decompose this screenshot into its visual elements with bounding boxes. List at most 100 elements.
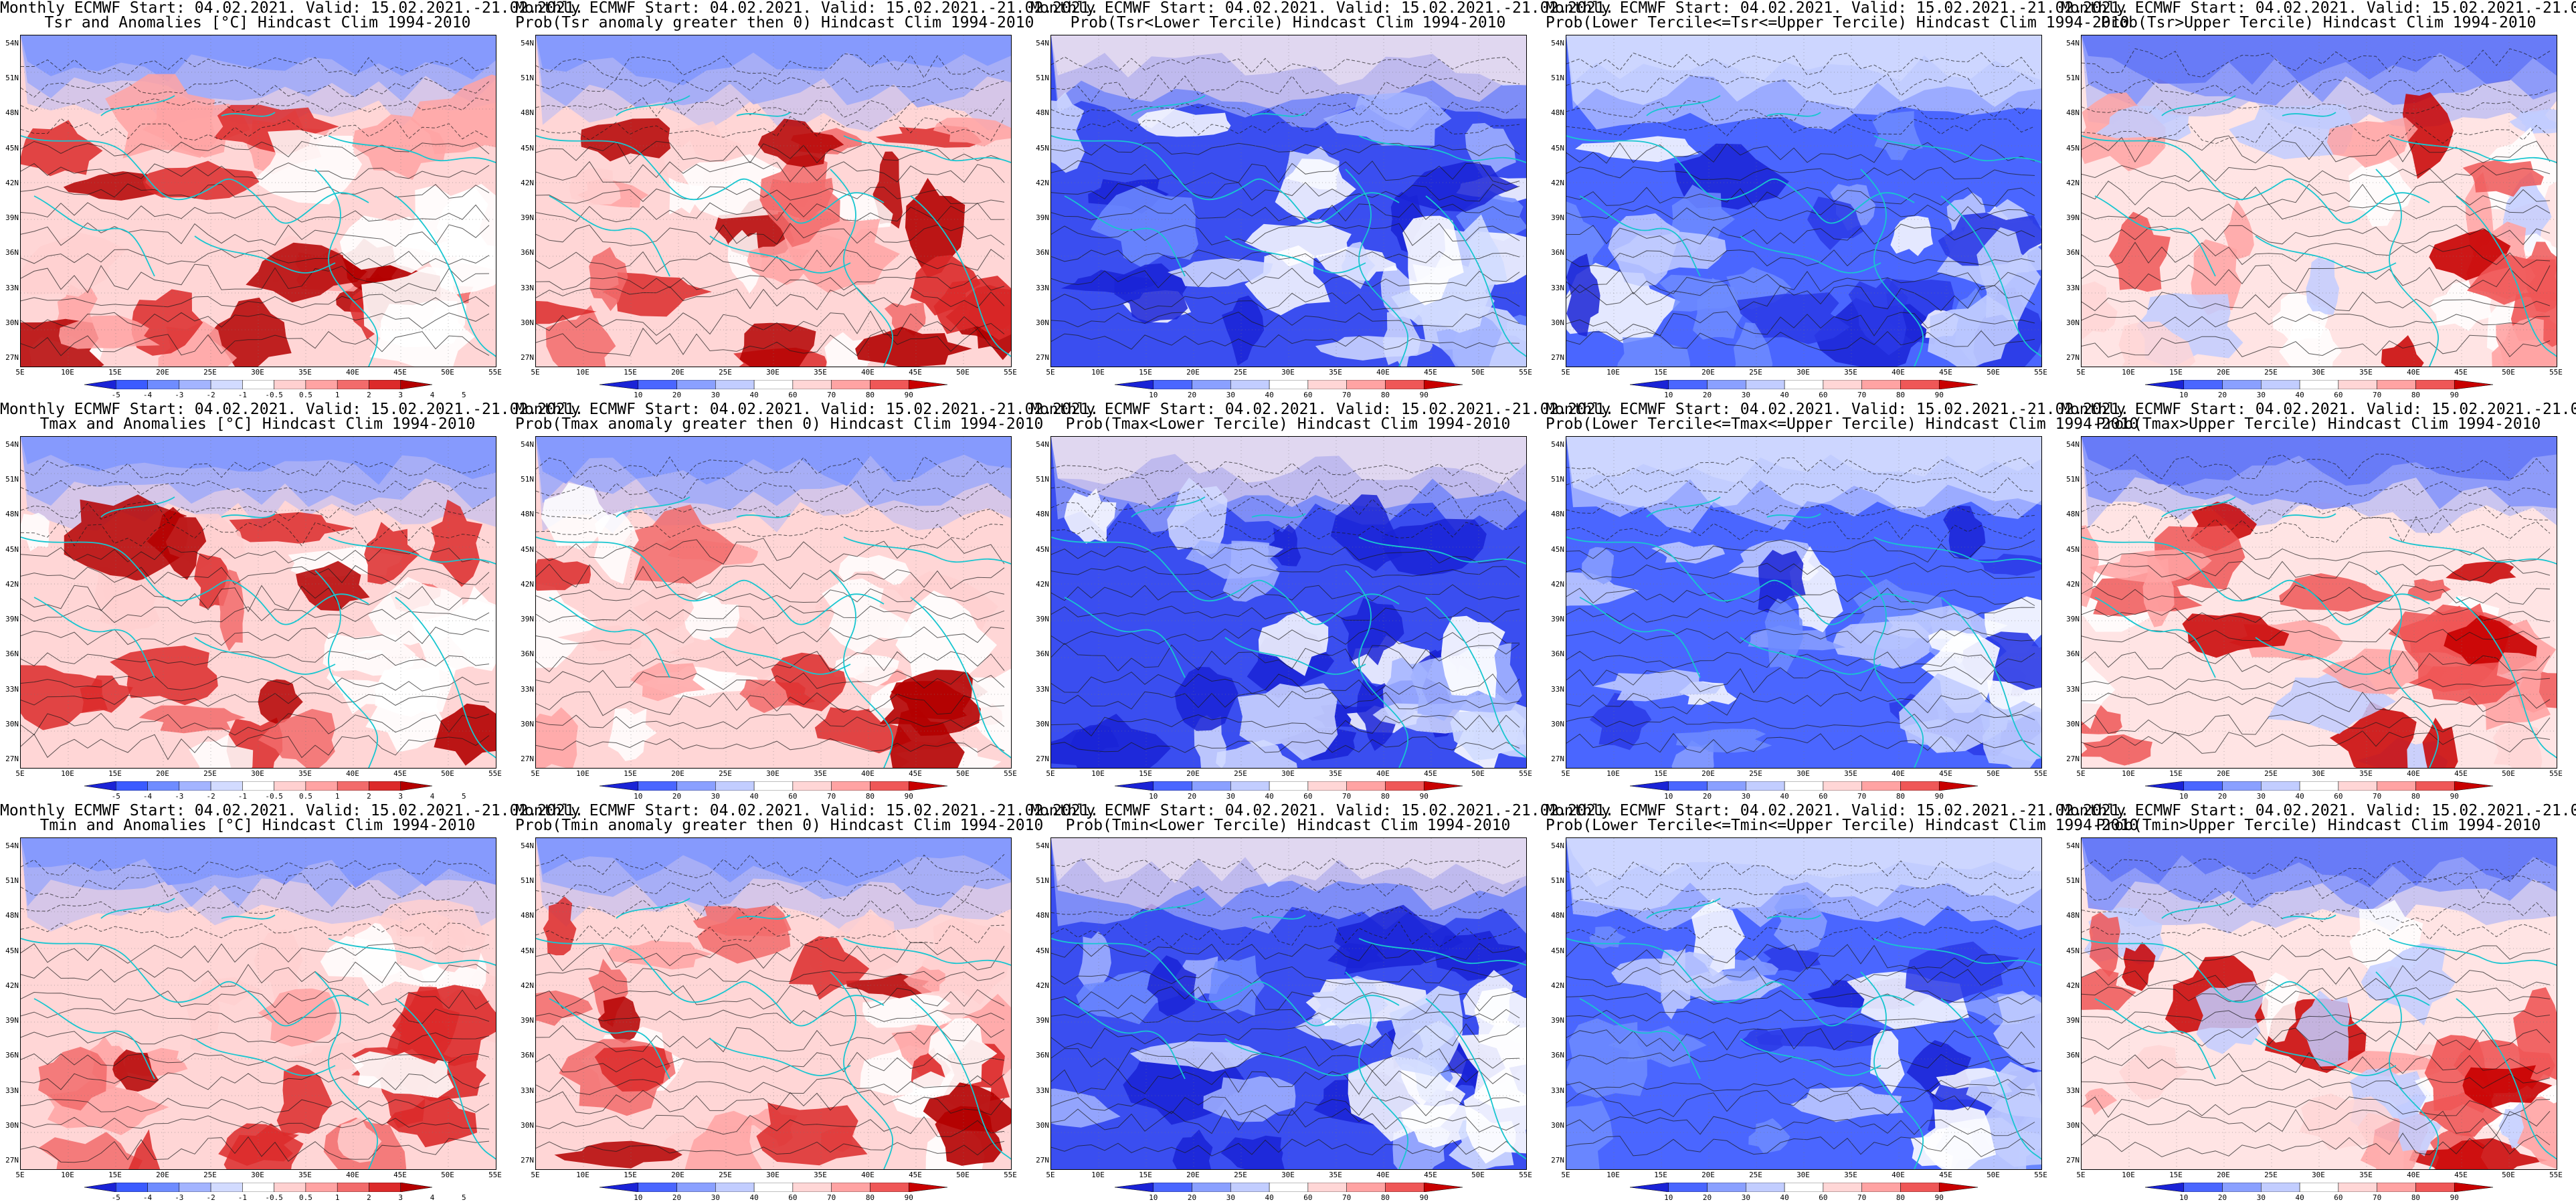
- latitude-label: 30N: [1551, 1120, 1564, 1130]
- map-area: [1050, 837, 1527, 1170]
- latitude-label: 42N: [1551, 579, 1564, 589]
- longitude-label: 30E: [2312, 769, 2325, 778]
- colorbar-swatch: [753, 781, 794, 791]
- contour-line: [536, 505, 1005, 520]
- colorbar-tick-label: 10: [2179, 391, 2189, 399]
- colorbar-swatch: [1938, 781, 1978, 791]
- colorbar-tick-label: 90: [1934, 391, 1944, 399]
- contour-line: [536, 161, 1005, 183]
- colorbar-tick-label: 80: [1896, 792, 1906, 801]
- latitude-label: 33N: [2066, 1086, 2080, 1095]
- field-patch: [1167, 478, 1228, 557]
- colorbar-swatch: [210, 380, 243, 389]
- coastline: [1873, 135, 2041, 163]
- field-patch: [1670, 185, 1736, 254]
- contour-line: [1051, 249, 1520, 264]
- longitude-label: 30E: [1281, 769, 1295, 778]
- field-patch: [1566, 572, 1639, 606]
- contour-line: [1566, 666, 2035, 694]
- northern-band: [1051, 437, 1526, 508]
- colorbar-swatch: [2183, 781, 2223, 791]
- colorbar-tick-label: 30: [1741, 1193, 1750, 1202]
- field-patch: [884, 302, 926, 336]
- contour-line: [2082, 122, 2551, 144]
- contour-line: [1051, 312, 1520, 328]
- latitude-label: 33N: [521, 1086, 534, 1095]
- colorbar-tick-label: 70: [2373, 391, 2382, 399]
- colorbar-swatch: [179, 781, 211, 791]
- longitude-label: 45E: [393, 368, 407, 377]
- longitude-label: 30E: [1281, 368, 1295, 377]
- contour-line: [21, 460, 490, 478]
- contour-line: [2082, 561, 2551, 584]
- latitude-label: 39N: [521, 615, 534, 624]
- colorbar-tick-label: 90: [1419, 1193, 1429, 1202]
- colorbar-tick-label: 30: [1226, 1193, 1235, 1202]
- field-patch: [1756, 1023, 1891, 1051]
- colorbar-tick-label: 40: [2295, 792, 2304, 801]
- contour-line: [1566, 1135, 2035, 1157]
- field-patch: [229, 512, 355, 544]
- contour-line: [2082, 501, 2551, 522]
- contour-line: [1051, 120, 1520, 136]
- colorbar-swatch: [2454, 380, 2493, 389]
- longitude-label: 55E: [488, 769, 502, 778]
- latitude-label: 48N: [1551, 911, 1564, 920]
- field-patch: [2299, 1093, 2395, 1150]
- contour-line: [1051, 1138, 1520, 1157]
- colorbar-swatch: [242, 1183, 274, 1192]
- field-patch: [364, 522, 420, 585]
- latitude-label: 30N: [1551, 318, 1564, 327]
- latitude-label: 45N: [2066, 544, 2080, 554]
- coastline: [1873, 536, 2041, 565]
- coastline: [1358, 536, 1526, 565]
- colorbar-tick-label: 60: [1819, 1193, 1828, 1202]
- latitude-label: 39N: [521, 1016, 534, 1025]
- coastline: [1131, 496, 1206, 518]
- colorbar-swatch: [2338, 380, 2377, 389]
- colorbar-tick-label: 20: [1702, 792, 1712, 801]
- longitude-label: 55E: [2549, 1171, 2563, 1179]
- contour-line: [536, 523, 1005, 540]
- coastline: [1051, 536, 1400, 625]
- field-patch: [1807, 197, 1863, 250]
- field-patch: [2467, 253, 2557, 305]
- field-patch: [2195, 981, 2266, 1054]
- latitude-label: 27N: [1551, 1156, 1564, 1165]
- field-patch: [2462, 160, 2544, 197]
- colorbar-swatch: [337, 1183, 369, 1192]
- longitude-label: 15E: [624, 368, 637, 377]
- colorbar-tick-label: 40: [1780, 792, 1789, 801]
- latitude-label: 36N: [521, 1051, 534, 1060]
- coastline: [395, 597, 496, 759]
- field-patch: [128, 1129, 161, 1169]
- map-area: [20, 35, 496, 367]
- latitude-label: 51N: [1551, 74, 1564, 83]
- longitude-label: 5E: [1046, 368, 1055, 377]
- contour-line: [536, 1023, 1005, 1053]
- colorbar-tick-label: 80: [2411, 792, 2421, 801]
- latitude-label: 30N: [521, 318, 534, 327]
- colorbar-tick-label: -0.5: [265, 1193, 283, 1202]
- colorbar-tick-label: 3: [398, 391, 403, 399]
- longitude-label: 50E: [1987, 1171, 2000, 1179]
- northern-band: [2082, 437, 2557, 533]
- longitude-label: 20E: [1701, 1171, 1715, 1179]
- colorbar-swatch: [600, 1183, 639, 1192]
- longitude-label: 5E: [15, 769, 25, 778]
- field-patch: [589, 247, 628, 312]
- colorbar-tick-label: -2: [206, 391, 215, 399]
- coastline: [1251, 112, 1306, 117]
- contour-line: [1566, 692, 2035, 717]
- field-patch: [554, 1140, 682, 1169]
- colorbar: [84, 1183, 432, 1192]
- field-patch: [1064, 488, 1117, 544]
- contour-line: [1566, 249, 2035, 268]
- colorbar-swatch: [116, 1183, 148, 1192]
- colorbar-swatch: [1230, 380, 1270, 389]
- contour-line: [536, 588, 1005, 603]
- colorbar-swatch: [2415, 380, 2455, 389]
- latitude-label: 48N: [2066, 911, 2080, 920]
- map-area: [1050, 35, 1527, 367]
